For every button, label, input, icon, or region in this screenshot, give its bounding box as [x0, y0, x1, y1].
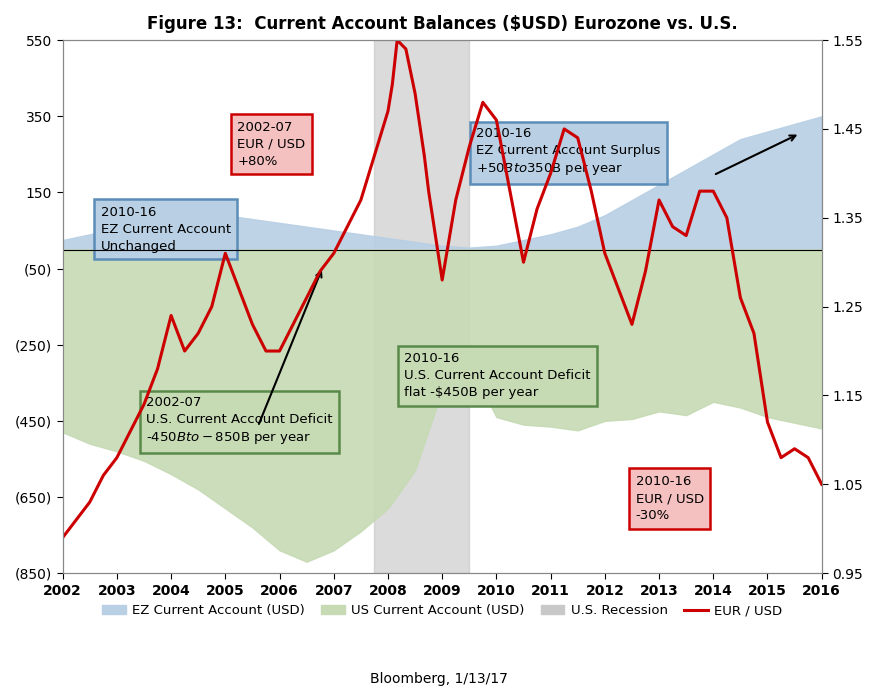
Bar: [374, 40, 469, 573]
Text: 2010-16
U.S. Current Account Deficit
flat -$450B per year: 2010-16 U.S. Current Account Deficit fla…: [403, 353, 590, 399]
Text: 2010-16
EZ Current Account Surplus
+$50B to $350B per year: 2010-16 EZ Current Account Surplus +$50B…: [476, 127, 660, 177]
Text: 2010-16
EZ Current Account
Unchanged: 2010-16 EZ Current Account Unchanged: [101, 206, 231, 253]
Text: 2002-07
EUR / USD
+80%: 2002-07 EUR / USD +80%: [237, 121, 305, 168]
Title: Figure 13:  Current Account Balances ($USD) Eurozone vs. U.S.: Figure 13: Current Account Balances ($US…: [146, 15, 737, 33]
Text: Bloomberg, 1/13/17: Bloomberg, 1/13/17: [369, 672, 508, 685]
Text: 2002-07
U.S. Current Account Deficit
-$450B to -$850B per year: 2002-07 U.S. Current Account Deficit -$4…: [146, 396, 332, 446]
Text: 2010-16
EUR / USD
-30%: 2010-16 EUR / USD -30%: [635, 475, 703, 522]
Legend: EZ Current Account (USD), US Current Account (USD), U.S. Recession, EUR / USD: EZ Current Account (USD), US Current Acc…: [96, 599, 787, 622]
